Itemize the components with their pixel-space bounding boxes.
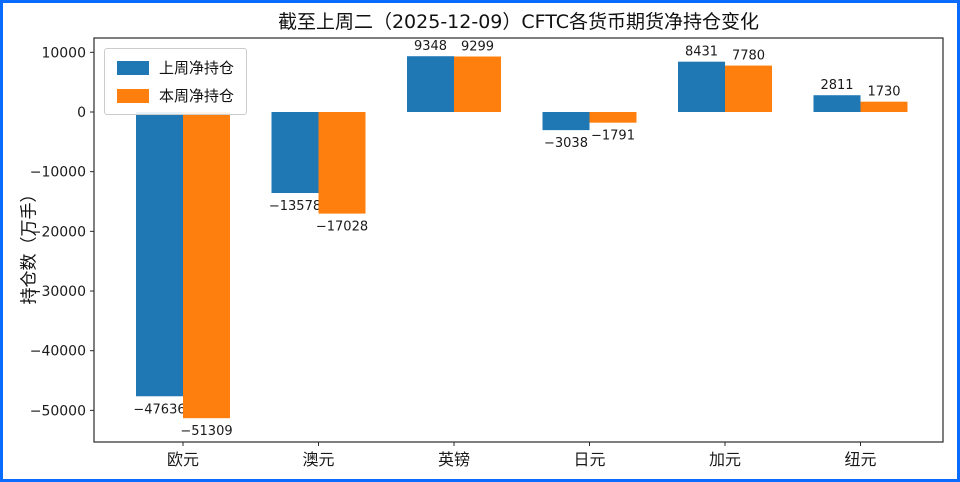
plot-frame [93,37,944,443]
legend-swatch [117,88,149,103]
bar [542,111,590,131]
value-label: 9299 [461,40,494,55]
bar [407,56,454,112]
x-tick-label: 日元 [573,450,605,469]
y-tick-label: −40000 [30,344,86,360]
value-label: 2811 [820,78,853,93]
bar [318,111,366,214]
bar [136,111,183,397]
value-label: 1730 [867,85,900,100]
x-tick-label: 加元 [709,450,741,469]
legend-label: 本周净持仓 [159,87,235,105]
legend: 上周净持仓本周净持仓 [104,48,248,115]
value-label: −13578 [269,199,321,214]
legend-swatch [117,60,149,75]
y-tick-label: −30000 [30,284,86,300]
value-label: −3038 [544,136,588,151]
value-label: −51309 [180,424,232,439]
x-tick-label: 澳元 [302,450,334,469]
chart-title: 截至上周二（2025-12-09）CFTC各货币期货净持仓变化 [277,11,760,33]
x-tick-label: 欧元 [167,450,199,469]
bar [725,65,772,112]
legend-item: 本周净持仓 [117,85,234,106]
value-label: 7780 [732,49,765,64]
bar [271,111,319,194]
x-tick-label: 纽元 [844,450,876,469]
value-label: 9348 [414,39,447,54]
value-label: −17028 [316,220,368,235]
bar [454,56,501,112]
y-tick-label: −20000 [30,224,86,240]
value-label: −47636 [133,402,185,417]
x-tick-label: 英镑 [438,450,470,469]
bar [183,111,230,419]
y-tick-label: −50000 [30,403,86,419]
value-label: 8431 [685,45,718,60]
legend-item: 上周净持仓 [117,57,234,78]
bar [860,101,908,112]
bar [589,111,637,123]
y-tick-label: 0 [77,105,86,121]
bar [678,61,725,112]
y-tick-label: 10000 [41,45,86,61]
bar [813,95,861,112]
y-tick-label: −10000 [30,165,86,181]
value-label: −1791 [591,129,635,144]
legend-label: 上周净持仓 [159,59,235,77]
